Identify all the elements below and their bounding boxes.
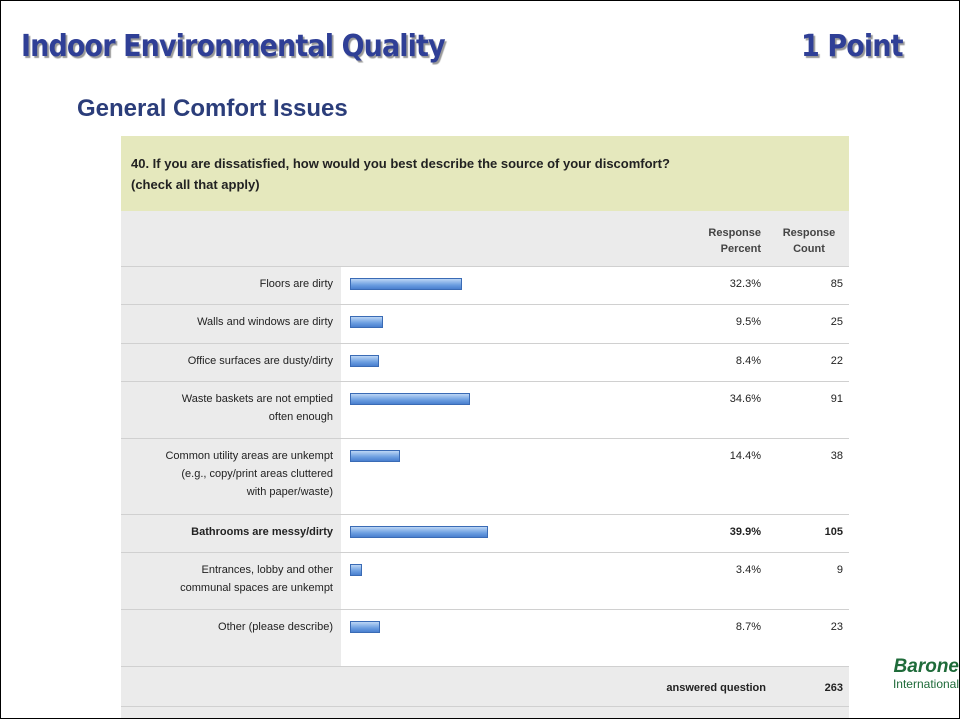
- subtitle: General Comfort Issues: [77, 95, 348, 122]
- question-box: 40. If you are dissatisfied, how would y…: [121, 136, 849, 211]
- row-divider: [121, 266, 849, 267]
- response-percent: 39.9%: [729, 526, 761, 538]
- row-label-line: with paper/waste): [246, 486, 333, 498]
- response-percent: 14.4%: [729, 450, 761, 462]
- row-divider: [121, 666, 849, 667]
- row-divider: [121, 438, 849, 439]
- row-label-line: often enough: [268, 411, 333, 423]
- row-divider: [121, 514, 849, 515]
- row-divider: [121, 552, 849, 553]
- response-percent: 34.6%: [729, 393, 761, 405]
- row-divider: [121, 609, 849, 610]
- response-bar: [350, 278, 462, 290]
- response-count: 105: [824, 526, 843, 538]
- row-divider: [121, 343, 849, 344]
- logo-subname: International: [892, 677, 959, 691]
- row-label-line: Office surfaces are dusty/dirty: [187, 355, 333, 367]
- row-value-cell: [341, 610, 849, 666]
- row-label-line: Common utility areas are unkempt: [165, 450, 333, 462]
- response-count: 85: [830, 278, 843, 290]
- response-count: 23: [830, 621, 843, 633]
- response-percent: 3.4%: [735, 564, 761, 576]
- row-value-cell: [341, 553, 849, 609]
- response-bar: [350, 316, 383, 328]
- response-percent: 32.3%: [729, 278, 761, 290]
- row-label-line: Waste baskets are not emptied: [181, 393, 333, 405]
- row-label: Walls and windows are dirty: [121, 313, 333, 331]
- row-label-line: Other (please describe): [218, 621, 333, 633]
- response-bar: [350, 393, 470, 405]
- question-line: (check all that apply): [131, 177, 260, 192]
- column-header-line: Count: [793, 243, 825, 255]
- row-label-line: Bathrooms are messy/dirty: [191, 526, 333, 538]
- row-label-line: Entrances, lobby and other: [201, 564, 333, 576]
- row-divider: [121, 304, 849, 305]
- row-divider: [121, 706, 849, 707]
- logo-name: Barone: [893, 656, 959, 677]
- response-bar: [350, 526, 489, 538]
- column-header: Response Percent: [691, 225, 761, 257]
- response-percent: 8.7%: [735, 621, 761, 633]
- response-count: 25: [830, 316, 843, 328]
- row-divider: [121, 381, 849, 382]
- row-label: Common utility areas are unkempt (e.g., c…: [121, 447, 333, 501]
- row-label: Bathrooms are messy/dirty: [121, 523, 333, 541]
- row-value-cell: [341, 439, 849, 514]
- row-label-line: (e.g., copy/print areas cluttered: [181, 468, 333, 480]
- title: Indoor Environmental Quality: [21, 29, 446, 64]
- row-label-line: Floors are dirty: [259, 278, 333, 290]
- response-count: 91: [830, 393, 843, 405]
- row-label-line: Walls and windows are dirty: [197, 316, 333, 328]
- column-header-line: Percent: [720, 243, 761, 255]
- column-header-line: Response: [782, 227, 836, 239]
- question: 40. If you are dissatisfied, how would y…: [131, 153, 670, 195]
- results-table: Response Percent Response Count Floors are d…: [121, 211, 849, 718]
- row-label: Waste baskets are not emptied often enoug…: [121, 390, 333, 426]
- row-label: Entrances, lobby and other communal space…: [121, 561, 333, 597]
- column-header: Response Count: [773, 225, 845, 257]
- row-value-cell: [341, 382, 849, 438]
- row-label: Other (please describe): [121, 618, 333, 636]
- answered-count: 263: [824, 682, 843, 694]
- response-percent: 9.5%: [735, 316, 761, 328]
- logo: Barone International: [869, 656, 959, 692]
- response-count: 22: [830, 355, 843, 367]
- column-header-line: Response: [708, 227, 761, 239]
- question-line: 40. If you are dissatisfied, how would y…: [131, 156, 670, 171]
- row-label: Floors are dirty: [121, 275, 333, 293]
- response-bar: [350, 564, 362, 576]
- response-count: 9: [836, 564, 843, 576]
- row-value-cell: [341, 344, 849, 381]
- response-bar: [350, 621, 381, 633]
- row-label: Office surfaces are dusty/dirty: [121, 352, 333, 370]
- response-bar: [350, 355, 380, 367]
- response-percent: 8.4%: [735, 355, 761, 367]
- response-count: 38: [830, 450, 843, 462]
- response-bar: [350, 450, 400, 462]
- row-label-line: communal spaces are unkempt: [180, 582, 333, 594]
- points: 1 Point: [801, 29, 904, 64]
- answered-label: answered question: [666, 682, 766, 694]
- row-value-cell: [341, 305, 849, 343]
